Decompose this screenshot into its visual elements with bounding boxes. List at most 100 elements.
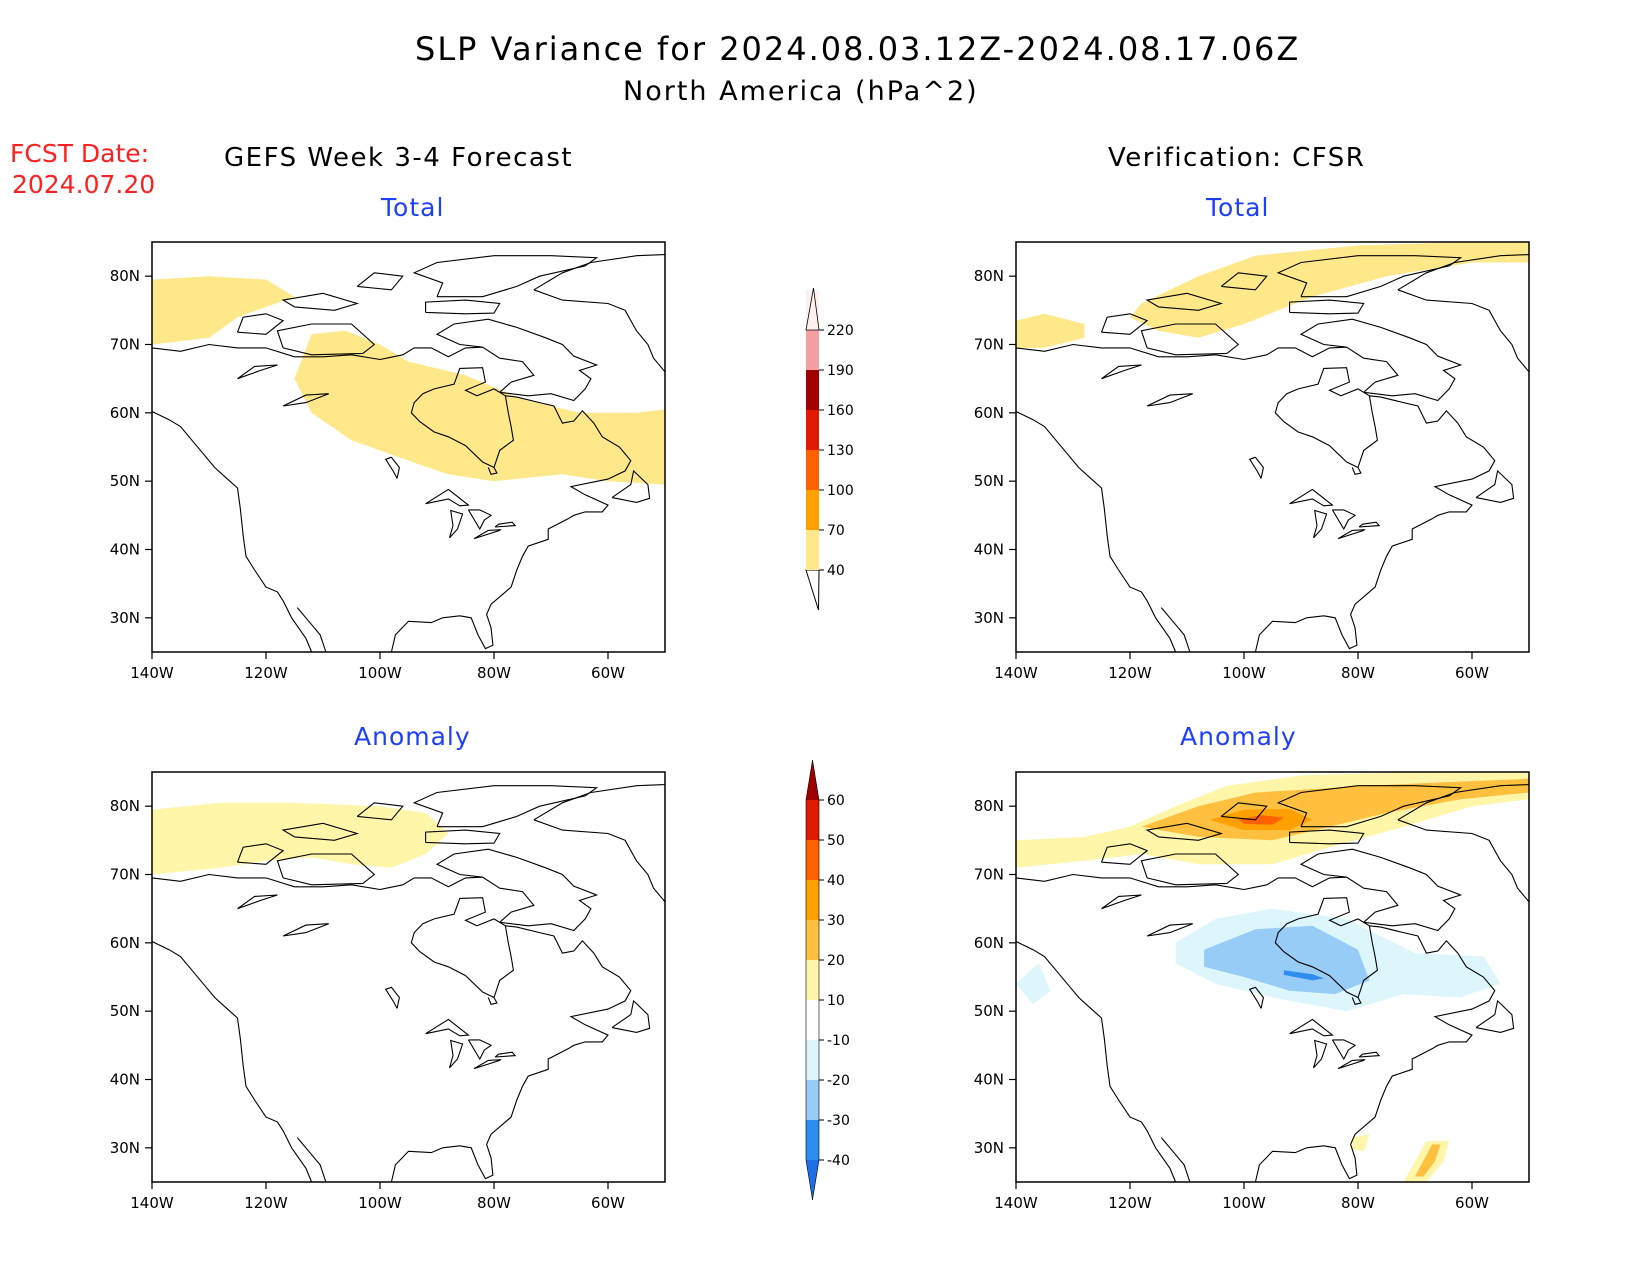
coastline: [410, 897, 514, 999]
map-frame: [151, 241, 666, 653]
lat-tick-label: 50N: [974, 472, 1004, 490]
lon-tick-label: 80W: [1341, 1194, 1375, 1212]
colorbar-tick-label: 50: [827, 833, 845, 849]
colorbar-tick-label: 130: [827, 443, 854, 459]
lon-tick-label: 140W: [994, 664, 1038, 682]
coastline: [412, 255, 599, 298]
lat-tick-label: 70N: [110, 866, 140, 884]
map-frame: [151, 771, 666, 1183]
coastline: [1016, 343, 1347, 361]
coastline: [236, 313, 285, 335]
coastline: [1299, 848, 1463, 932]
lon-tick-label: 100W: [1222, 664, 1266, 682]
coastline: [356, 272, 404, 291]
colorbar-tick-label: -10: [827, 1033, 850, 1049]
coastline: [237, 364, 278, 380]
colorbar-tick-label: -20: [827, 1073, 850, 1089]
lat-tick-label: 50N: [110, 1002, 140, 1020]
lat-tick-label: 70N: [110, 336, 140, 354]
lon-tick-label: 100W: [358, 664, 402, 682]
shaded-region: [1352, 1134, 1370, 1152]
coastline: [1145, 292, 1224, 311]
coastline: [1289, 1018, 1334, 1037]
map-panel-cfsr-total: 140W 120W 100W 80W 60W 30N 40N 50N 60N 70N 80N: [974, 241, 1530, 682]
coastline: [1289, 829, 1365, 845]
lat-tick-label: 30N: [110, 609, 140, 627]
colorbar-swatch: [806, 920, 819, 960]
map-frame: [1015, 771, 1530, 1183]
lon-tick-label: 140W: [130, 664, 174, 682]
coastline: [152, 343, 483, 361]
shaded-region: [665, 331, 676, 365]
lat-tick-label: 80N: [110, 267, 140, 285]
coastline: [1351, 997, 1362, 1005]
coastline: [1100, 313, 1149, 335]
lat-tick-label: 80N: [110, 797, 140, 815]
lon-tick-label: 60W: [591, 1194, 625, 1212]
colorbar-swatch: [806, 370, 819, 410]
panel-title-gefs-anomaly: Anomaly: [354, 722, 471, 751]
colorbar-tick-label: 70: [827, 523, 845, 539]
colorbar-swatch: [806, 330, 819, 370]
colorbar-tick-label: 100: [827, 483, 854, 499]
colorbar-swatch: [806, 410, 819, 450]
coastline: [1101, 894, 1142, 910]
coastline: [425, 829, 501, 845]
shaded-region: [294, 330, 665, 485]
coastline: [611, 999, 651, 1033]
coastline: [448, 509, 464, 539]
lon-tick-label: 100W: [1222, 1194, 1266, 1212]
coastline: [1140, 323, 1240, 356]
coastline: [1289, 488, 1334, 507]
chart-title: SLP Variance for 2024.08.03.12Z-2024.08.…: [415, 30, 1301, 68]
coastline: [1254, 395, 1496, 652]
lon-tick-label: 120W: [244, 664, 288, 682]
lat-tick-label: 60N: [974, 934, 1004, 952]
coastline: [276, 323, 376, 356]
coastline: [1220, 802, 1268, 821]
coastline: [1145, 822, 1224, 841]
coastline: [1475, 469, 1515, 503]
coastline: [152, 941, 313, 1182]
lat-tick-label: 50N: [974, 1002, 1004, 1020]
colorbar-swatch: [806, 880, 819, 920]
coastline: [533, 254, 665, 373]
coastline: [384, 986, 400, 1009]
lon-tick-label: 80W: [477, 1194, 511, 1212]
coastline: [1248, 456, 1264, 479]
colorbar-swatch: [806, 960, 819, 1000]
colorbar-tick-label: 190: [827, 363, 854, 379]
coastline: [356, 802, 404, 821]
coastline: [448, 1039, 464, 1069]
coastline: [473, 529, 502, 540]
lon-tick-label: 60W: [1455, 664, 1489, 682]
shaded-region: [1016, 963, 1051, 1005]
coastline: [1475, 999, 1515, 1033]
coastline: [152, 411, 313, 652]
coastline: [425, 1018, 470, 1037]
lat-tick-label: 30N: [110, 1139, 140, 1157]
colorbar-tick-label: 10: [827, 993, 845, 1009]
lat-tick-label: 80N: [974, 797, 1004, 815]
coastline: [1276, 785, 1463, 828]
coastline: [1397, 784, 1529, 903]
coastline: [611, 469, 651, 503]
coastline: [384, 456, 400, 479]
coastline: [282, 393, 329, 407]
lat-tick-label: 70N: [974, 866, 1004, 884]
coastline: [1160, 1137, 1191, 1182]
lon-tick-label: 100W: [358, 1194, 402, 1212]
coastline: [1146, 923, 1193, 937]
coastline: [1254, 925, 1496, 1182]
lat-tick-label: 50N: [110, 472, 140, 490]
shaded-region: [1415, 1144, 1441, 1177]
colorbar-tick-label: -30: [827, 1113, 850, 1129]
lat-tick-label: 40N: [110, 1071, 140, 1089]
lat-tick-label: 40N: [974, 541, 1004, 559]
coastline: [487, 997, 498, 1005]
coastline: [281, 822, 360, 841]
coastline: [296, 607, 327, 652]
coastline: [533, 784, 665, 903]
coastline: [296, 1137, 327, 1182]
coastline: [1274, 897, 1378, 999]
